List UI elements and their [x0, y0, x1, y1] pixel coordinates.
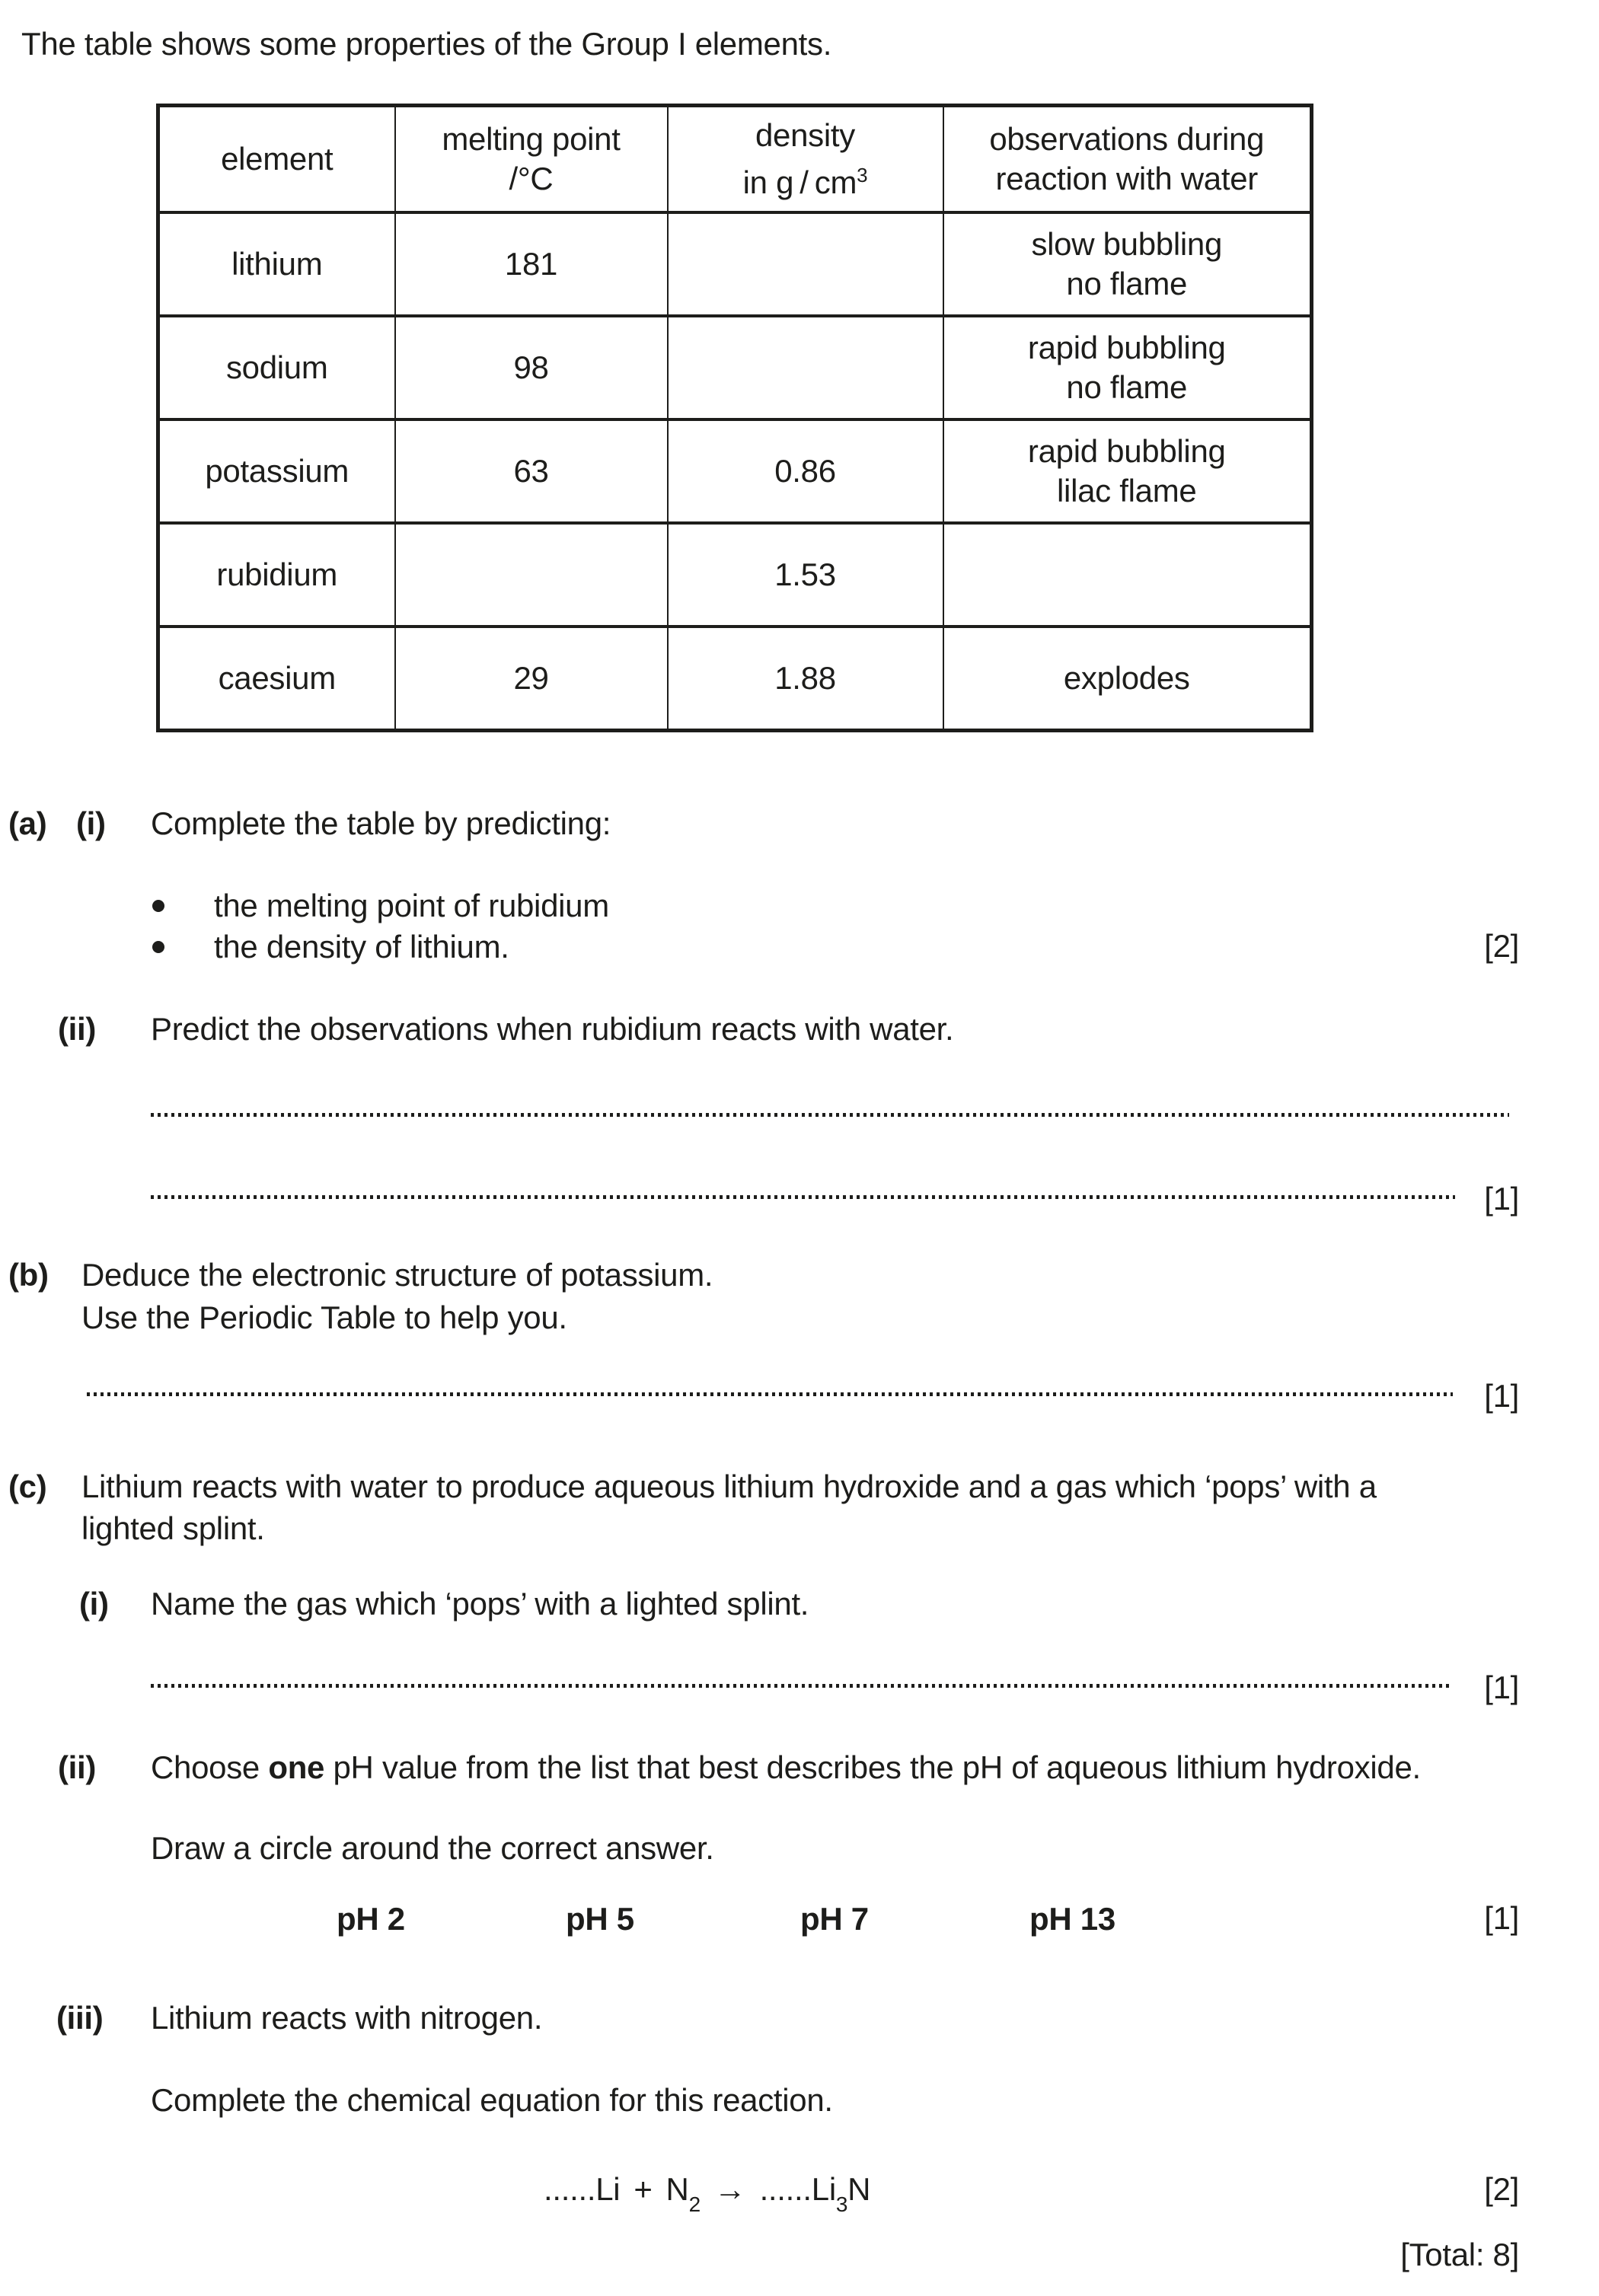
header-density: density in g / cm3 — [666, 104, 944, 214]
cell-rubidium-observations-shaded — [942, 521, 1313, 628]
header-element: element — [157, 104, 396, 214]
equation-blank-2[interactable]: ...... — [759, 2171, 812, 2207]
marks-c-iii: [2] — [1484, 2171, 1519, 2207]
header-melting-point: melting point /°C — [394, 104, 669, 214]
table-row: sodium 98 rapid bubbling no flame — [157, 314, 1313, 421]
part-b-text-line1: Deduce the electronic structure of potas… — [81, 1257, 713, 1293]
cell-sodium-melting: 98 — [394, 314, 669, 421]
ph-option-5[interactable]: pH 5 — [566, 1901, 634, 1937]
cell-rubidium-element: rubidium — [157, 521, 396, 628]
cell-caesium-element: caesium — [157, 625, 396, 732]
cell-potassium-melting: 63 — [394, 418, 669, 525]
cell-potassium-observations: rapid bubbling lilac flame — [942, 418, 1313, 525]
cell-lithium-element: lithium — [157, 211, 396, 317]
part-c-ii-label: (ii) — [58, 1749, 97, 1785]
part-c-i-label: (i) — [79, 1586, 109, 1622]
table-row: lithium 181 slow bubbling no flame — [157, 211, 1313, 317]
part-b-label: (b) — [8, 1257, 49, 1293]
cell-potassium-density: 0.86 — [666, 418, 944, 525]
table-row: potassium 63 0.86 rapid bubbling lilac f… — [157, 418, 1313, 525]
part-c-label: (c) — [8, 1468, 47, 1504]
chemical-equation: ......Li + N2 → ......Li3N — [544, 2171, 871, 2217]
arrow-icon: → — [713, 2171, 746, 2207]
marks-a-ii: [1] — [1484, 1181, 1519, 1217]
ph-option-13[interactable]: pH 13 — [1029, 1901, 1115, 1937]
ph-option-2[interactable]: pH 2 — [337, 1901, 405, 1937]
marks-c-i: [1] — [1484, 1669, 1519, 1705]
header-observations: observations during reaction with water — [942, 104, 1313, 214]
part-c-iii-text: Lithium reacts with nitrogen. — [151, 2000, 543, 2036]
marks-b: [1] — [1484, 1378, 1519, 1414]
cell-lithium-observations: slow bubbling no flame — [942, 211, 1313, 317]
intro-text: The table shows some properties of the G… — [21, 26, 832, 62]
part-c-intro-line1: Lithium reacts with water to produce aqu… — [81, 1468, 1377, 1504]
bullet-icon — [152, 900, 164, 912]
cell-sodium-element: sodium — [157, 314, 396, 421]
part-c-iii-label: (iii) — [56, 2000, 104, 2036]
part-a-i-text: Complete the table by predicting: — [151, 805, 611, 841]
marks-c-ii: [1] — [1484, 1900, 1519, 1936]
part-a-ii-label: (ii) — [58, 1011, 97, 1047]
part-b-text-line2: Use the Periodic Table to help you. — [81, 1299, 567, 1335]
cell-rubidium-melting-blank[interactable] — [394, 521, 669, 628]
cell-lithium-density-blank[interactable] — [666, 211, 944, 317]
cell-caesium-observations: explodes — [942, 625, 1313, 732]
part-a-i-label: (i) — [76, 805, 106, 841]
part-a-ii-text: Predict the observations when rubidium r… — [151, 1011, 954, 1047]
equation-blank-1[interactable]: ...... — [544, 2171, 596, 2207]
cell-rubidium-density: 1.53 — [666, 521, 944, 628]
answer-line[interactable] — [151, 1195, 1455, 1199]
ph-option-7[interactable]: pH 7 — [800, 1901, 869, 1937]
group1-properties-table: element melting point /°C density in g /… — [156, 104, 1313, 732]
table-row: caesium 29 1.88 explodes — [157, 625, 1313, 732]
table-header-row: element melting point /°C density in g /… — [157, 104, 1313, 214]
part-c-iii-instruction: Complete the chemical equation for this … — [151, 2082, 833, 2118]
part-c-intro-line2: lighted splint. — [81, 1510, 265, 1546]
cell-caesium-density: 1.88 — [666, 625, 944, 732]
cell-lithium-melting: 181 — [394, 211, 669, 317]
cell-caesium-melting: 29 — [394, 625, 669, 732]
marks-a-i: [2] — [1484, 928, 1519, 964]
table-row: rubidium 1.53 — [157, 521, 1313, 628]
answer-line[interactable] — [151, 1684, 1453, 1688]
cell-sodium-density-shaded — [666, 314, 944, 421]
cell-potassium-element: potassium — [157, 418, 396, 525]
bullet-item-density-lithium: the density of lithium. — [214, 929, 509, 965]
total-marks: [Total: 8] — [1400, 2237, 1519, 2272]
part-a-label: (a) — [8, 805, 47, 841]
answer-line[interactable] — [87, 1392, 1453, 1396]
bullet-icon — [152, 941, 164, 953]
answer-line[interactable] — [151, 1113, 1509, 1117]
part-c-ii-instruction: Draw a circle around the correct answer. — [151, 1830, 714, 1866]
bullet-item-melting-rubidium: the melting point of rubidium — [214, 888, 609, 923]
cell-sodium-observations: rapid bubbling no flame — [942, 314, 1313, 421]
part-c-ii-text: Choose one pH value from the list that b… — [151, 1749, 1421, 1785]
part-c-i-text: Name the gas which ‘pops’ with a lighted… — [151, 1586, 809, 1622]
